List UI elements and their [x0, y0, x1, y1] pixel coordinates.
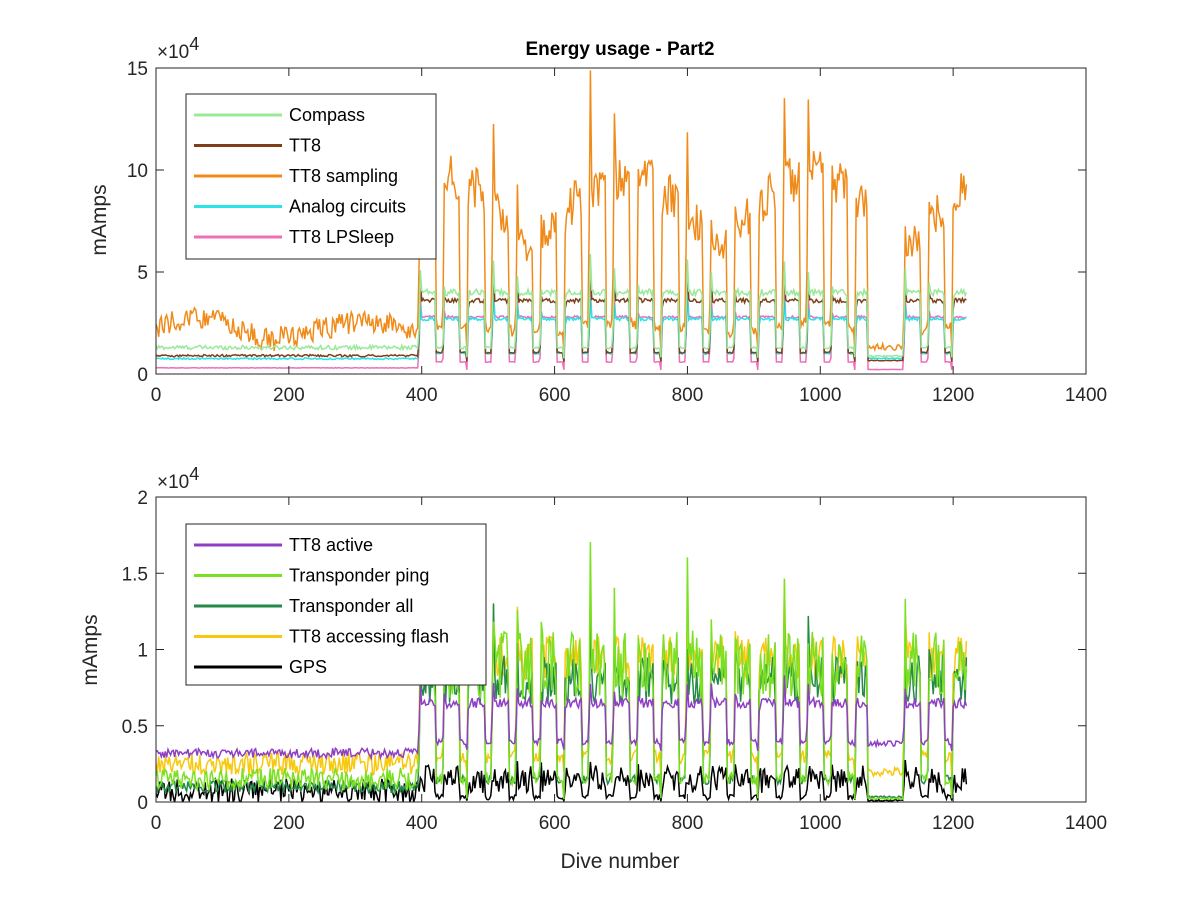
x-tick-label: 1200	[932, 813, 974, 834]
legend-label: GPS	[289, 657, 327, 677]
legend-item: Analog circuits	[194, 197, 406, 217]
y-exponent-label: ×104	[157, 34, 199, 63]
legend-label: Transponder ping	[289, 566, 429, 586]
legend-item: TT8 accessing flash	[194, 627, 449, 647]
y-exponent-base: ×10	[157, 472, 189, 493]
legend-item: TT8 sampling	[194, 166, 398, 186]
energy-usage-top-chart: Energy usage - Part2 ×104 mAmps 0 200 400 6…	[88, 34, 1107, 406]
x-tick-label: 400	[406, 385, 438, 406]
chart-title: Energy usage - Part2	[525, 39, 714, 60]
legend-item: TT8 active	[194, 535, 373, 555]
legend-item: Transponder all	[194, 596, 413, 616]
x-tick-label: 1200	[932, 385, 974, 406]
x-tick-label: 800	[672, 813, 704, 834]
x-tick-label: 1000	[799, 385, 841, 406]
y-exponent-label: ×104	[157, 464, 199, 493]
y-tick-label: 10	[127, 161, 148, 182]
y-tick-label: 0	[137, 793, 148, 814]
axes-box	[155, 67, 1087, 375]
x-tick-label: 1400	[1065, 385, 1107, 406]
x-axis-label: Dive number	[560, 850, 679, 873]
legend-item: TT8 LPSleep	[194, 227, 394, 247]
series-line-tt8-sampling	[156, 70, 968, 353]
y-tick-label: 1	[137, 641, 148, 662]
series-line-tt8-active	[156, 675, 968, 761]
y-exponent-power: 4	[189, 464, 199, 484]
y-tick-label: 0.5	[122, 717, 148, 738]
x-tick-label: 0	[151, 385, 162, 406]
y-tick-label: 5	[137, 263, 148, 284]
legend: TT8 active Transponder ping Transponder al…	[185, 523, 487, 686]
legend-label: Transponder all	[289, 596, 413, 616]
x-tick-label: 1000	[799, 813, 841, 834]
energy-usage-bottom-chart: ×104 mAmps Dive number 0 200 400 600 800 1000…	[79, 464, 1107, 873]
y-exponent-power: 4	[189, 34, 199, 54]
series-line-gps	[156, 759, 968, 802]
y-axis-label: mAmps	[79, 614, 102, 685]
x-tick-label: 0	[151, 813, 162, 834]
legend-item: Transponder ping	[194, 566, 429, 586]
series-line-compass	[156, 253, 968, 359]
legend-label: Compass	[289, 105, 365, 125]
legend-label: TT8 LPSleep	[289, 227, 394, 247]
x-tick-label: 400	[406, 813, 438, 834]
legend: Compass TT8 TT8 sampling Analog circuits TT8…	[185, 93, 437, 260]
legend-label: Analog circuits	[289, 197, 406, 217]
x-tick-label: 200	[273, 813, 305, 834]
x-tick-label: 600	[539, 813, 571, 834]
y-tick-label: 1.5	[122, 564, 148, 585]
legend-item: GPS	[194, 657, 327, 677]
legend-item: TT8	[194, 136, 321, 156]
legend-label: TT8 active	[289, 535, 373, 555]
y-tick-label: 15	[127, 59, 148, 80]
legend-label: TT8 accessing flash	[289, 627, 449, 647]
y-tick-label: 0	[137, 365, 148, 386]
x-tick-label: 1400	[1065, 813, 1107, 834]
y-tick-label: 2	[137, 488, 148, 509]
y-exponent-base: ×10	[157, 42, 189, 63]
legend-label: TT8	[289, 136, 321, 156]
legend-label: TT8 sampling	[289, 166, 398, 186]
y-axis-label: mAmps	[88, 184, 111, 255]
x-tick-label: 800	[672, 385, 704, 406]
legend-item: Compass	[194, 105, 365, 125]
x-tick-label: 600	[539, 385, 571, 406]
x-tick-label: 200	[273, 385, 305, 406]
